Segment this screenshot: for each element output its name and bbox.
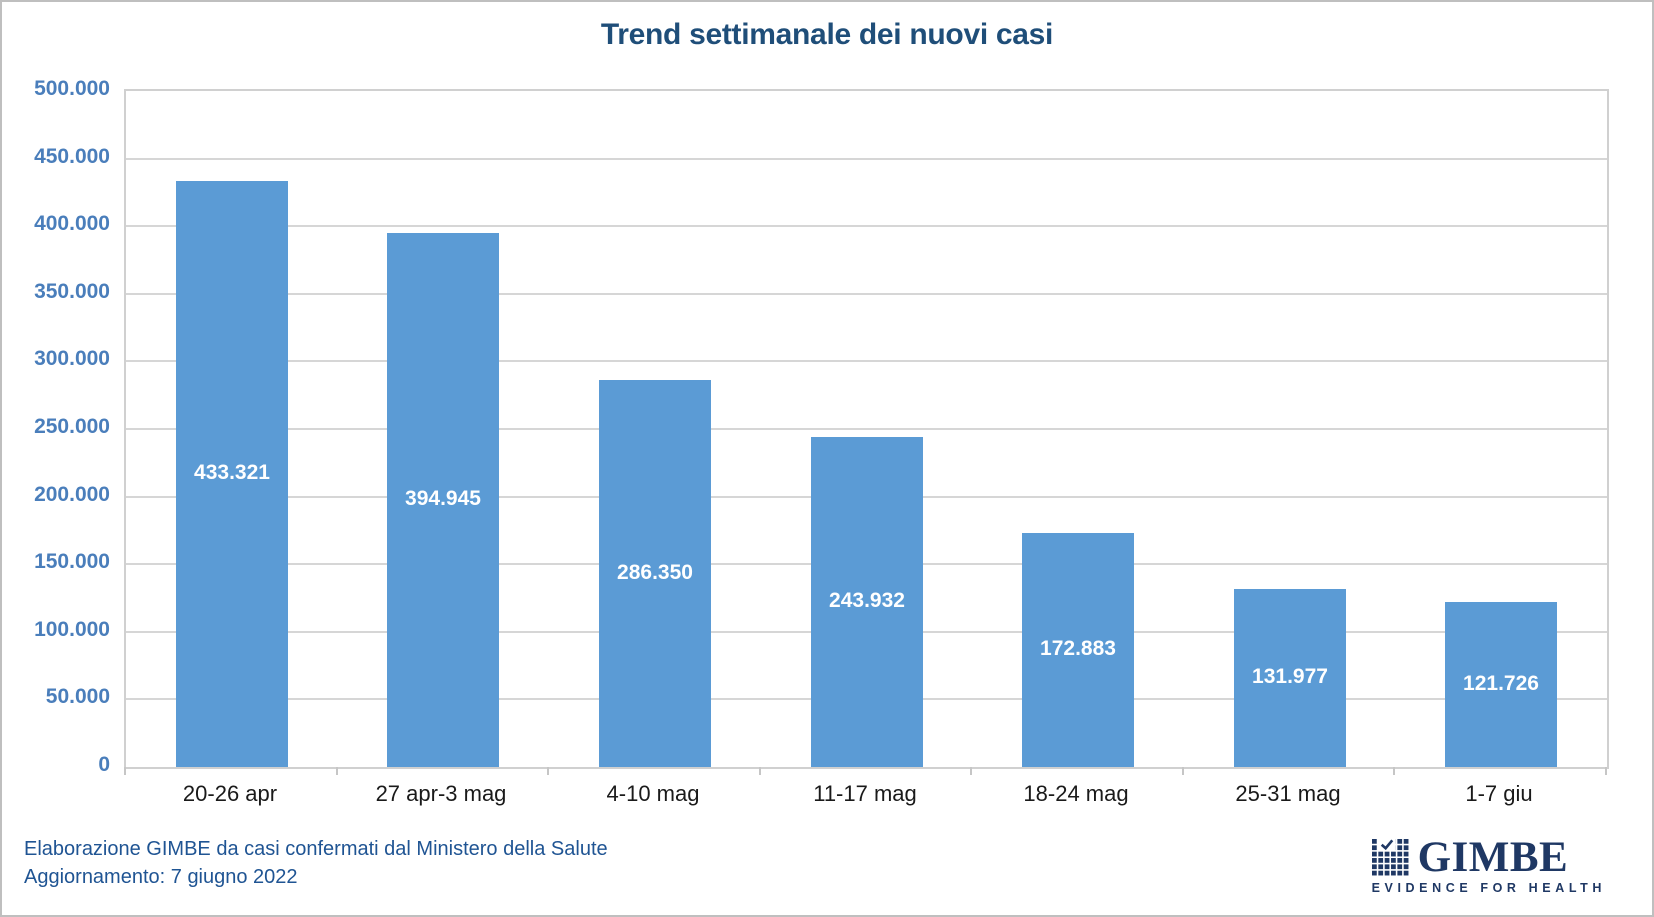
bar-value-label: 121.726: [1463, 672, 1539, 695]
gimbe-logo: GIMBE EVIDENCE FOR HEALTH: [1371, 833, 1606, 895]
x-axis-tick: [336, 767, 338, 775]
x-tick-label: 4-10 mag: [606, 781, 700, 806]
y-tick-label: 50.000: [45, 685, 110, 709]
bar: 286.350: [599, 380, 711, 767]
gridline: [126, 360, 1607, 363]
source-note: Elaborazione GIMBE da casi confermati da…: [24, 835, 608, 891]
bar: 243.932: [811, 437, 923, 767]
x-axis-tick: [1605, 767, 1607, 775]
x-axis-tick: [1182, 767, 1184, 775]
y-tick-label: 200.000: [34, 482, 110, 506]
bar-value-label: 433.321: [194, 461, 270, 484]
bar-value-label: 172.883: [1040, 637, 1116, 660]
bar-value-label: 394.945: [405, 487, 481, 510]
x-tick-label: 20-26 apr: [182, 781, 278, 806]
bar-value-label: 243.932: [829, 589, 905, 612]
y-tick-label: 400.000: [34, 212, 110, 236]
update-line: Aggiornamento: 7 giugno 2022: [24, 866, 298, 888]
bar-value-label: 286.350: [617, 561, 693, 584]
bar: 121.726: [1445, 602, 1557, 767]
y-axis: 500.000 450.000 400.000 350.000 300.000 250.0…: [2, 77, 110, 776]
y-tick-label: 500.000: [34, 77, 110, 100]
y-tick-label: 0: [98, 753, 110, 776]
y-tick-label: 250.000: [34, 415, 110, 438]
gimbe-logo-row: GIMBE: [1371, 833, 1569, 881]
x-axis-tick: [759, 767, 761, 775]
y-tick-label: 150.000: [34, 550, 110, 574]
x-axis-tick: [970, 767, 972, 775]
chart-title: Trend settimanale dei nuovi casi: [600, 18, 1054, 51]
bar: 394.945: [387, 233, 499, 767]
plot-area: 433.321 394.945 286.350 243.932 172.883 131.9…: [124, 89, 1609, 769]
gimbe-check-grid-icon: [1371, 839, 1409, 876]
x-axis-tick: [547, 767, 549, 775]
x-tick-label: 1-7 giu: [1465, 781, 1533, 806]
x-tick-label: 25-31 mag: [1235, 781, 1341, 806]
y-tick-label: 450.000: [34, 144, 110, 168]
bar: 172.883: [1022, 533, 1134, 767]
gimbe-logo-tagline: EVIDENCE FOR HEALTH: [1371, 881, 1606, 895]
gimbe-logo-text: GIMBE: [1417, 833, 1569, 881]
x-axis: 20-26 apr 27 apr-3 mag 4-10 mag 11-17 mag 18…: [124, 767, 1609, 812]
x-tick-label: 18-24 mag: [1023, 781, 1129, 806]
y-tick-label: 100.000: [34, 617, 110, 641]
bar-value-label: 131.977: [1252, 665, 1328, 688]
y-tick-label: 350.000: [34, 279, 110, 303]
x-tick-label: 27 apr-3 mag: [375, 781, 507, 806]
x-axis-tick: [124, 767, 126, 775]
gridline: [126, 292, 1607, 295]
bar: 131.977: [1234, 589, 1346, 767]
y-tick-label: 300.000: [34, 347, 110, 371]
x-axis-tick: [1393, 767, 1395, 775]
x-tick-label: 11-17 mag: [813, 781, 917, 806]
gridline: [126, 428, 1607, 430]
bar: 433.321: [176, 181, 288, 767]
gridline: [126, 225, 1607, 228]
source-line: Elaborazione GIMBE da casi confermati da…: [24, 838, 608, 860]
gridline: [126, 157, 1607, 160]
